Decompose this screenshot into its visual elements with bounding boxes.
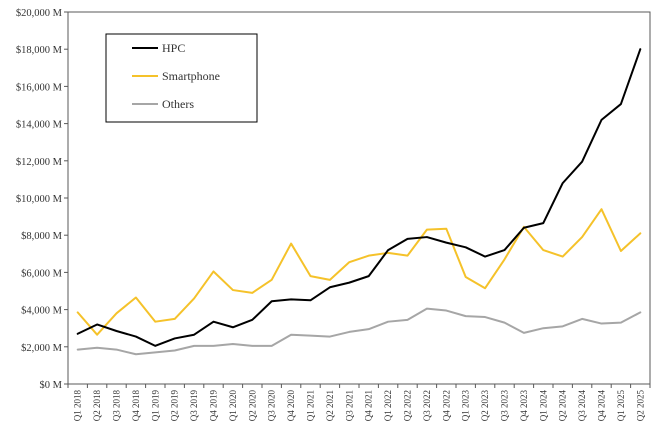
x-tick-label: Q1 2018: [73, 390, 83, 422]
x-tick-label: Q1 2021: [306, 390, 316, 421]
x-tick-label: Q4 2019: [209, 390, 219, 422]
legend-label-smartphone: Smartphone: [162, 69, 220, 83]
x-tick-label: Q1 2022: [383, 390, 393, 421]
x-tick-label: Q1 2023: [461, 390, 471, 422]
x-tick-label: Q4 2024: [597, 390, 607, 422]
x-tick-label: Q4 2023: [519, 390, 529, 422]
x-tick-label: Q3 2021: [344, 390, 354, 421]
x-tick-label: Q2 2025: [635, 390, 645, 422]
x-tick-label: Q4 2021: [364, 390, 374, 421]
x-tick-label: Q3 2024: [577, 390, 587, 422]
legend-label-others: Others: [162, 97, 194, 111]
y-tick-label: $14,000 M: [16, 120, 63, 131]
x-tick-label: Q2 2019: [170, 390, 180, 422]
y-tick-label: $12,000 M: [16, 157, 63, 168]
legend-label-hpc: HPC: [162, 41, 185, 55]
x-tick-label: Q3 2023: [500, 390, 510, 422]
x-tick-label: Q3 2020: [267, 390, 277, 422]
x-tick-label: Q4 2022: [441, 390, 451, 421]
y-tick-label: $18,000 M: [16, 45, 63, 56]
x-tick-label: Q2 2023: [480, 390, 490, 422]
series-line-others: [76, 307, 642, 356]
x-tick-label: Q2 2024: [558, 390, 568, 422]
y-tick-label: $6,000 M: [21, 268, 63, 279]
legend-box: [105, 33, 258, 123]
x-tick-label: Q4 2020: [286, 390, 296, 422]
y-tick-label: $16,000 M: [16, 82, 63, 93]
y-tick-label: $0 M: [40, 380, 63, 391]
y-tick-label: $2,000 M: [21, 343, 63, 354]
series-layer: [76, 48, 642, 356]
x-tick-label: Q2 2021: [325, 390, 335, 421]
x-tick-label: Q3 2019: [189, 390, 199, 422]
x-tick-label: Q2 2020: [247, 390, 257, 422]
series-line-hpc: [76, 48, 642, 347]
x-tick-label: Q1 2019: [150, 390, 160, 422]
x-tick-label: Q1 2024: [538, 390, 548, 422]
x-tick-label: Q2 2018: [92, 390, 102, 422]
x-tick-label: Q4 2018: [131, 390, 141, 422]
y-tick-label: $4,000 M: [21, 306, 63, 317]
y-tick-label: $8,000 M: [21, 231, 63, 242]
x-tick-label: Q3 2018: [112, 390, 122, 422]
series-line-smartphone: [76, 208, 642, 336]
y-tick-label: $20,000 M: [16, 8, 63, 19]
y-tick-label: $10,000 M: [16, 194, 63, 205]
legend: HPC Smartphone Others: [105, 33, 258, 123]
axes-layer: $0 M $2,000 M $4,000 M $6,000 M $8,000 M $10,…: [16, 8, 651, 422]
x-tick-label: Q3 2022: [422, 390, 432, 421]
x-tick-label: Q2 2022: [403, 390, 413, 421]
x-tick-label: Q1 2025: [616, 390, 626, 422]
x-tick-label: Q1 2020: [228, 390, 238, 422]
